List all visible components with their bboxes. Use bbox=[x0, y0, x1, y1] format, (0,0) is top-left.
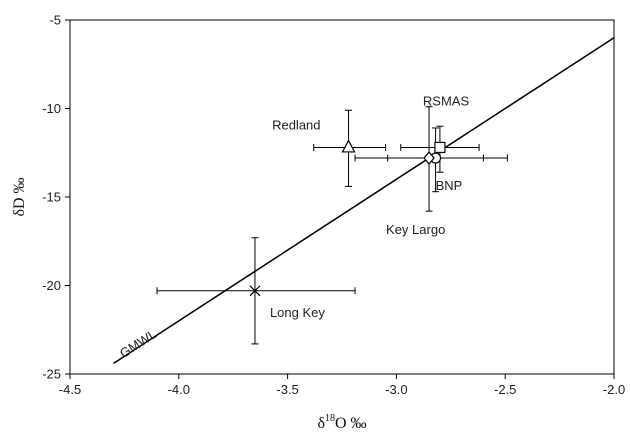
rsmas-point-label: RSMAS bbox=[423, 93, 470, 108]
x-axis-title: δ18O ‰ bbox=[317, 413, 366, 432]
x-tick-label: -4.0 bbox=[168, 382, 190, 397]
x-tick-label: -2.5 bbox=[494, 382, 516, 397]
long-key-x-marker-stroke-b bbox=[249, 285, 261, 297]
x-axis-title-suffix: O ‰ bbox=[335, 415, 367, 432]
gmwl-line bbox=[113, 37, 615, 365]
key-largo-diamond-marker bbox=[423, 151, 435, 165]
redland-point-label: Redland bbox=[272, 117, 320, 132]
long-key-point-label: Long Key bbox=[270, 305, 325, 320]
x-tick-label: -4.5 bbox=[59, 382, 81, 397]
y-tick-label: -15 bbox=[42, 190, 61, 205]
y-tick-label: -10 bbox=[42, 101, 61, 116]
y-tick-label: -5 bbox=[49, 13, 61, 28]
y-tick-label: -25 bbox=[42, 367, 61, 382]
y-axis-title: δD ‰ bbox=[11, 177, 28, 216]
y-tick-label: -20 bbox=[42, 278, 61, 293]
x-tick-label: -3.5 bbox=[276, 382, 298, 397]
redland-triangle-marker bbox=[341, 139, 356, 153]
plot-area bbox=[69, 19, 615, 375]
bnp-point-label: BNP bbox=[436, 178, 463, 193]
key-largo-point-label: Key Largo bbox=[386, 222, 445, 237]
long-key-x-marker bbox=[249, 285, 261, 297]
x-tick-label: -3.0 bbox=[385, 382, 407, 397]
x-axis-title-prefix: δ bbox=[317, 415, 325, 432]
rsmas-square-marker bbox=[434, 141, 446, 154]
x-axis-title-superscript: 18 bbox=[325, 413, 335, 424]
x-tick-label: -2.0 bbox=[603, 382, 625, 397]
